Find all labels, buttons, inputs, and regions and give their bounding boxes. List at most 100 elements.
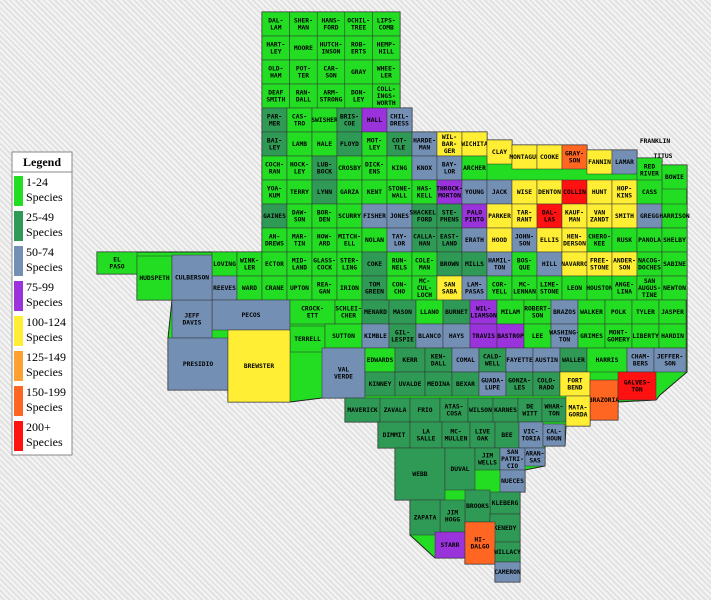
county-label: DICK- [365,162,384,169]
county-label: ENS [369,168,381,175]
county-label: CIO [507,463,519,470]
county [636,157,663,183]
county-label: BRAZOS [553,309,576,316]
county [561,227,588,253]
county-label: WILSON [469,407,492,414]
county [577,323,606,349]
county-label: MC- [450,429,461,436]
county [561,251,588,277]
legend-label: 125-149 [26,350,66,364]
county-label: GAINES [263,213,286,220]
county-label: DALL [296,96,311,103]
county-label: CAS- [292,114,307,121]
county-label: MAN [419,144,431,151]
county-label: YELL [492,288,507,295]
county [469,299,498,325]
county [661,164,688,190]
county [436,227,463,253]
county-label: MENARD [364,309,387,316]
county-label: ZAPATA [414,515,437,522]
legend-swatch [14,386,23,416]
county-label: MASON [393,309,412,316]
county-label: FORD [417,216,432,223]
county-label: DAL- [268,18,283,25]
county-label: THROCK- [436,186,463,193]
county-label: COLO- [537,378,556,385]
county-label: OAK [477,435,489,442]
county-label: NELS [392,264,407,271]
county-label: HART- [266,42,285,49]
county [542,423,566,447]
county [661,251,688,277]
county-label: STONE [590,264,609,271]
county-label: HAM [270,72,282,79]
county-label: DAVIS [183,319,202,326]
county [496,299,525,325]
legend-label: Species [26,295,63,309]
county-label: WELLS [478,459,497,466]
county-label: MONTAGUE [509,154,540,161]
county [386,131,413,157]
county-label: HILL [542,261,557,268]
county-label: LAM [270,24,282,31]
county-label: KERR [402,357,417,364]
county [511,275,538,301]
county [211,251,238,277]
county-label: LAND [292,264,307,271]
county-label: SUTTON [332,333,355,340]
county [561,275,588,301]
legend: Legend 1-24Species25-49Species50-74Speci… [11,151,73,456]
county-label: COSA [446,410,461,417]
county-label: LAS [544,216,556,223]
county-label: COMB [379,24,394,31]
county [532,347,561,373]
county [486,139,513,165]
county-label: MILAM [501,309,520,316]
county-label: CAMERON [494,569,521,576]
county-label: HAYS [449,333,464,340]
county-label: SWISHER [311,117,338,124]
county-label: ELLIS [540,237,559,244]
county [636,275,663,301]
county-label: HOCK- [290,162,309,169]
county-label: TERRY [290,189,309,196]
county-label: PAR- [267,114,282,121]
county [372,35,401,61]
county-label: TON [548,410,560,417]
county-label: WALL [392,192,407,199]
county-label: ARM- [323,90,338,97]
county-label: CHAM- [631,354,650,361]
county-label: LIME- [540,282,559,289]
county-label: SON [294,216,306,223]
county-label: PASO [109,263,124,270]
county [611,227,638,253]
county-label: GIL- [395,330,410,337]
county [286,251,313,277]
county-label: MATA- [569,405,588,412]
county [586,347,628,373]
county-label: IRION [340,285,359,292]
county-label: SALLE [417,435,436,442]
county-label: CHIL- [390,114,409,121]
county [261,107,288,133]
county-label: BEXAR [456,381,475,388]
county-label: WINK- [240,258,259,265]
county-label: WHAR- [545,404,564,411]
county-label: ERATH [465,237,484,244]
county-label: KLEBERG [492,500,519,507]
county-label: RADO [539,384,554,391]
county [171,254,213,301]
county [411,227,438,253]
county-label: BAY- [442,162,457,169]
county [261,131,288,157]
county-label: ATAS- [445,404,464,411]
county [611,251,638,277]
county-label: HARRISON [659,213,690,220]
county [411,179,438,205]
county-label: HAS- [417,186,432,193]
county-label: YOUNG [465,189,484,196]
county-label: LOVING [213,261,236,268]
county-label: TLE [394,144,406,151]
county-label: GORDA [569,411,588,418]
county-label: TORIA [522,435,541,442]
